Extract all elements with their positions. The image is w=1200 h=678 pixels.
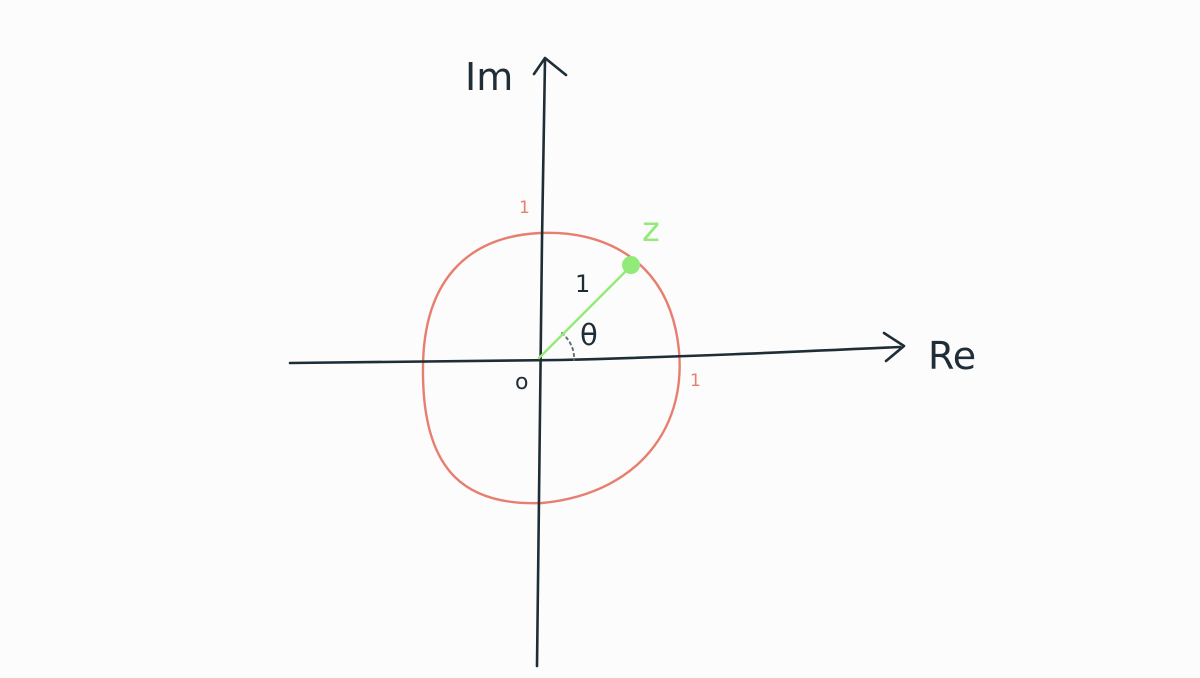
theta-arc: [561, 332, 576, 361]
point-z-marker: [622, 256, 640, 274]
origin-label: o: [515, 370, 528, 395]
real-axis-label: Re: [928, 334, 976, 378]
real-axis-unit-label: 1: [690, 371, 701, 391]
radius-line: [537, 264, 633, 360]
real-axis-arrowhead: [882, 331, 906, 363]
complex-number-vector: [537, 256, 640, 360]
angle-label: θ: [580, 318, 598, 352]
imaginary-axis-unit-label: 1: [519, 198, 530, 218]
imaginary-axis-label: Im: [465, 55, 513, 99]
point-z-label: z: [642, 210, 660, 250]
coordinate-axes: [288, 56, 906, 668]
real-axis-line: [288, 345, 902, 365]
angle-marker: [561, 332, 576, 361]
unit-circle: [421, 231, 681, 505]
imaginary-axis-arrowhead: [532, 56, 568, 77]
radius-label: 1: [575, 270, 590, 298]
imaginary-axis-line: [535, 58, 547, 668]
unit-circle-path: [421, 231, 681, 505]
diagram-labels: Im Re o 1 1 1 θ z: [465, 55, 976, 395]
